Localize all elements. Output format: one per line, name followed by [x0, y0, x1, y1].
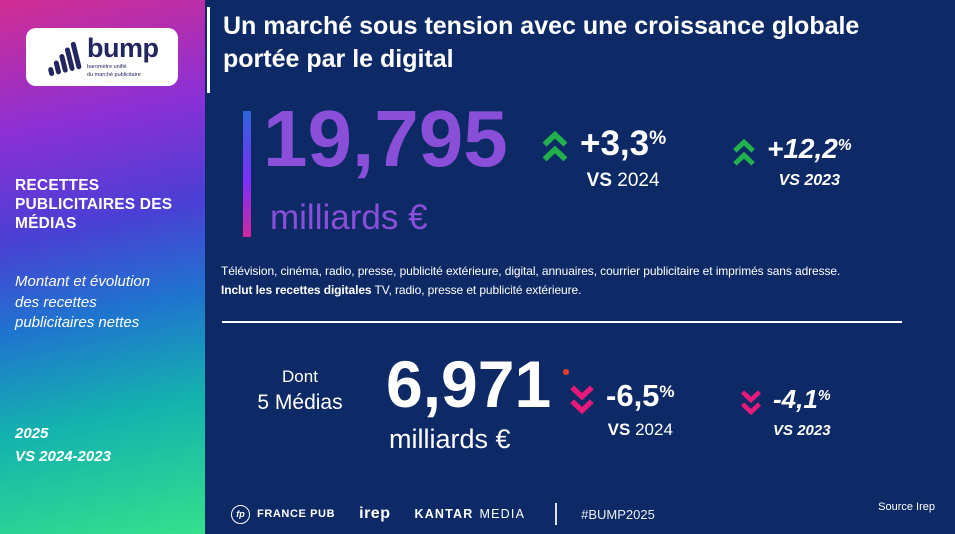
description-line2: Inclut les recettes digitales TV, radio,…: [221, 281, 955, 300]
hashtag: #BUMP2025: [581, 506, 655, 522]
logo-wordmark: bump: [87, 33, 159, 64]
total-unit: milliards €: [270, 198, 428, 237]
sidebar: bump baromètre unifié du marché publicit…: [0, 0, 205, 534]
vs-label: VS: [607, 420, 631, 439]
logo-tagline-line1: baromètre unifié: [87, 64, 127, 71]
delta-text: +12,2% VS 2023: [767, 133, 852, 190]
delta-number: +12,2: [767, 133, 838, 164]
delta-five-vs-2023: -4,1% VS 2023: [739, 384, 831, 439]
title-divider: [207, 7, 210, 93]
bump-logo-text: bump baromètre unifié du marché publicit…: [87, 35, 159, 78]
description-rest: TV, radio, presse et publicité extérieur…: [371, 283, 582, 298]
scope-description: Télévision, cinéma, radio, presse, publi…: [221, 262, 955, 300]
logo-tagline-line2: du marché publicitaire: [87, 71, 141, 78]
source-credit: Source Irep: [878, 501, 935, 513]
sidebar-period: 2025 VS 2024-2023: [15, 423, 111, 468]
period-year: 2025: [15, 425, 49, 442]
year-label: 2023: [797, 422, 831, 439]
delta-year: VS 2024: [606, 420, 675, 440]
double-chevron-up-icon: [733, 139, 755, 166]
period-vs: VS 2024-2023: [15, 447, 111, 465]
irep-logo: irep: [359, 505, 391, 522]
delta-number: +3,3: [580, 124, 650, 163]
delta-total-vs-2023: +12,2% VS 2023: [731, 133, 852, 190]
sidebar-title: RECETTES PUBLICITAIRES DES MÉDIAS: [15, 177, 173, 233]
kantar-word: KANTAR: [414, 507, 474, 521]
double-chevron-down-icon: [570, 385, 594, 414]
five-media-unit: milliards €: [389, 424, 511, 454]
delta-text: -4,1% VS 2023: [773, 384, 831, 439]
logo-tagline: baromètre unifié du marché publicitaire: [87, 64, 159, 78]
delta-year: VS 2023: [767, 172, 852, 190]
delta-value: +3,3%: [580, 124, 666, 164]
france-pub-logo: fp FRANCE PUB: [231, 504, 336, 524]
double-chevron-down-icon: [740, 390, 762, 415]
footer-divider: [555, 503, 558, 525]
five-media-value: 6,971: [386, 347, 552, 421]
bump-bars-icon: [43, 40, 81, 77]
five-media-label-line2: 5 Médias: [257, 391, 343, 414]
percent-sign: %: [659, 381, 675, 401]
france-pub-icon: fp: [231, 504, 250, 524]
delta-number: -6,5: [606, 378, 660, 413]
footer: fp FRANCE PUB irep KANTAR MEDIA #BUMP202…: [231, 502, 655, 526]
delta-five-vs-2024: -6,5% VS 2024: [568, 378, 675, 440]
description-bold: Inclut les recettes digitales: [221, 283, 372, 298]
gradient-accent-bar: [243, 111, 251, 237]
footnote-dot: [563, 369, 569, 375]
delta-value: -6,5%: [606, 378, 675, 414]
sidebar-subtitle: Montant et évolution des recettes public…: [15, 273, 151, 332]
delta-number: -4,1: [773, 384, 818, 414]
logo-bar: [47, 66, 54, 77]
total-value: 19,795: [263, 94, 508, 183]
bump-logo: bump baromètre unifié du marché publicit…: [26, 28, 178, 86]
percent-sign: %: [837, 136, 852, 154]
description-line1: Télévision, cinéma, radio, presse, publi…: [221, 264, 841, 278]
percent-sign: %: [817, 388, 831, 405]
delta-text: -6,5% VS 2024: [606, 378, 675, 440]
year-label: 2023: [804, 172, 840, 189]
year-label: 2024: [635, 420, 673, 439]
logo-bar: [52, 59, 61, 75]
france-pub-label: FRANCE PUB: [257, 508, 336, 520]
year-label: 2024: [617, 170, 660, 191]
vs-label: VS: [778, 172, 800, 189]
vs-label: VS: [773, 422, 794, 439]
delta-text: +3,3% VS 2024: [580, 124, 666, 192]
media-word: MEDIA: [479, 507, 526, 521]
delta-year: VS 2023: [773, 422, 831, 439]
delta-value: +12,2%: [767, 133, 852, 165]
delta-year: VS 2024: [580, 170, 666, 192]
page-title: Un marché sous tension avec une croissan…: [223, 12, 860, 73]
double-chevron-up-icon: [542, 131, 568, 162]
delta-total-vs-2024: +3,3% VS 2024: [540, 124, 666, 192]
five-media-label-line1: Dont: [282, 367, 318, 386]
separator-line: [222, 321, 902, 323]
five-media-label: Dont 5 Médias: [240, 367, 360, 415]
vs-label: VS: [586, 170, 613, 191]
percent-sign: %: [649, 128, 667, 150]
kantar-media-logo: KANTAR MEDIA: [414, 507, 525, 521]
delta-value: -4,1%: [773, 384, 831, 415]
